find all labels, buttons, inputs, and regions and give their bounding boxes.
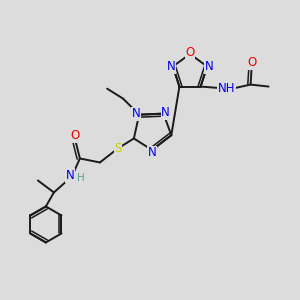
Text: N: N xyxy=(205,60,214,73)
Text: N: N xyxy=(167,60,175,73)
Text: S: S xyxy=(114,142,122,155)
Text: N: N xyxy=(65,169,74,182)
Text: N: N xyxy=(132,107,140,120)
Text: H: H xyxy=(77,173,85,184)
Text: O: O xyxy=(247,56,256,69)
Text: O: O xyxy=(70,129,80,142)
Text: NH: NH xyxy=(218,82,235,95)
Text: N: N xyxy=(148,146,156,160)
Text: N: N xyxy=(161,106,170,119)
Text: O: O xyxy=(185,46,195,59)
